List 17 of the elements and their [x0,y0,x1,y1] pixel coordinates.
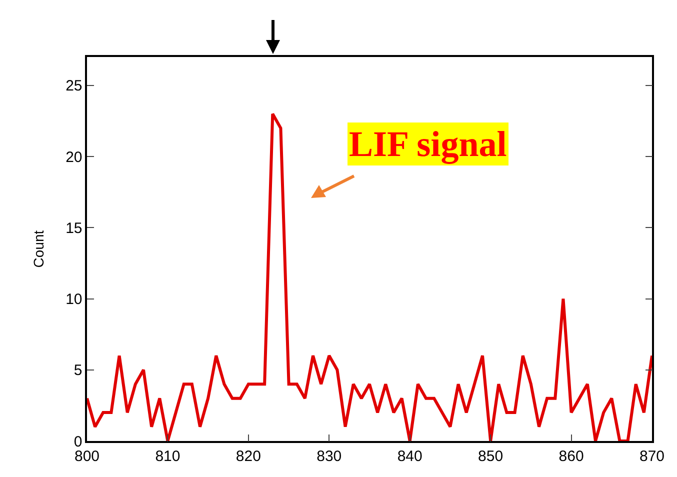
y-tick-label: 25 [66,78,82,95]
y-tick-label: 0 [74,433,82,450]
y-axis-title: Count [30,230,47,268]
x-tick-label: 830 [316,448,342,465]
line-series [87,112,652,441]
x-tick-label: 870 [639,448,665,465]
annotation: LIF signal [349,124,507,164]
x-tick-label: 820 [236,448,261,465]
x-tick-label: 840 [397,448,422,465]
y-tick-label: 15 [66,220,82,237]
y-tick-label: 20 [66,148,82,166]
x-tick-label: 800 [74,448,100,465]
x-tick-label: 810 [155,448,180,465]
x-tick-label: 860 [558,448,584,465]
x-tick-label: 850 [478,448,504,465]
y-tick-label: 10 [66,291,82,308]
y-tick-label: 5 [74,362,82,380]
